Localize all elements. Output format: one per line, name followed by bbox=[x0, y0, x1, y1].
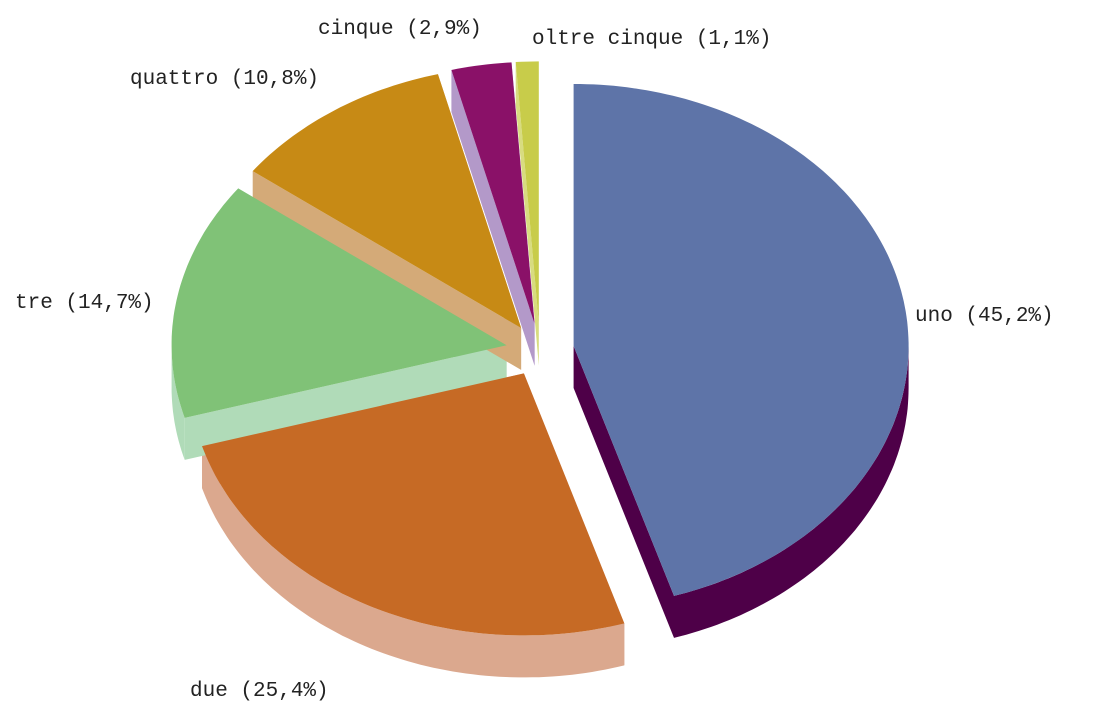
slice-edge bbox=[184, 345, 507, 460]
slice-edge bbox=[515, 62, 539, 366]
slice-edge bbox=[573, 346, 674, 638]
category-label: uno bbox=[915, 305, 953, 328]
slice-rim bbox=[674, 346, 909, 638]
value-label: (10,8%) bbox=[231, 68, 319, 91]
slice-rim bbox=[202, 446, 625, 678]
value-label: (14,7%) bbox=[65, 292, 153, 315]
category-label: cinque bbox=[318, 18, 394, 41]
category-label: oltre cinque bbox=[532, 28, 683, 51]
slice-label: tre (14,7%) bbox=[15, 292, 154, 315]
category-label: due bbox=[190, 680, 228, 703]
slice bbox=[252, 74, 522, 328]
slice bbox=[202, 373, 625, 636]
slice bbox=[573, 84, 909, 596]
slice bbox=[515, 61, 539, 324]
slice bbox=[171, 188, 507, 418]
value-label: (2,9%) bbox=[406, 18, 482, 41]
value-label: (45,2%) bbox=[965, 305, 1053, 328]
slice-label: quattro (10,8%) bbox=[130, 68, 319, 91]
slice-label: cinque (2,9%) bbox=[318, 18, 482, 41]
value-label: (25,4%) bbox=[240, 680, 328, 703]
slice-label: oltre cinque (1,1%) bbox=[532, 28, 771, 51]
slice-tops bbox=[171, 61, 909, 636]
category-label: quattro bbox=[130, 68, 218, 91]
value-label: (1,1%) bbox=[696, 28, 772, 51]
slice-label: due (25,4%) bbox=[190, 680, 329, 703]
slice-label: uno (45,2%) bbox=[915, 305, 1054, 328]
slice-rim bbox=[171, 345, 185, 460]
slice-edge bbox=[451, 70, 535, 366]
slice bbox=[451, 62, 535, 324]
category-label: tre bbox=[15, 292, 53, 315]
